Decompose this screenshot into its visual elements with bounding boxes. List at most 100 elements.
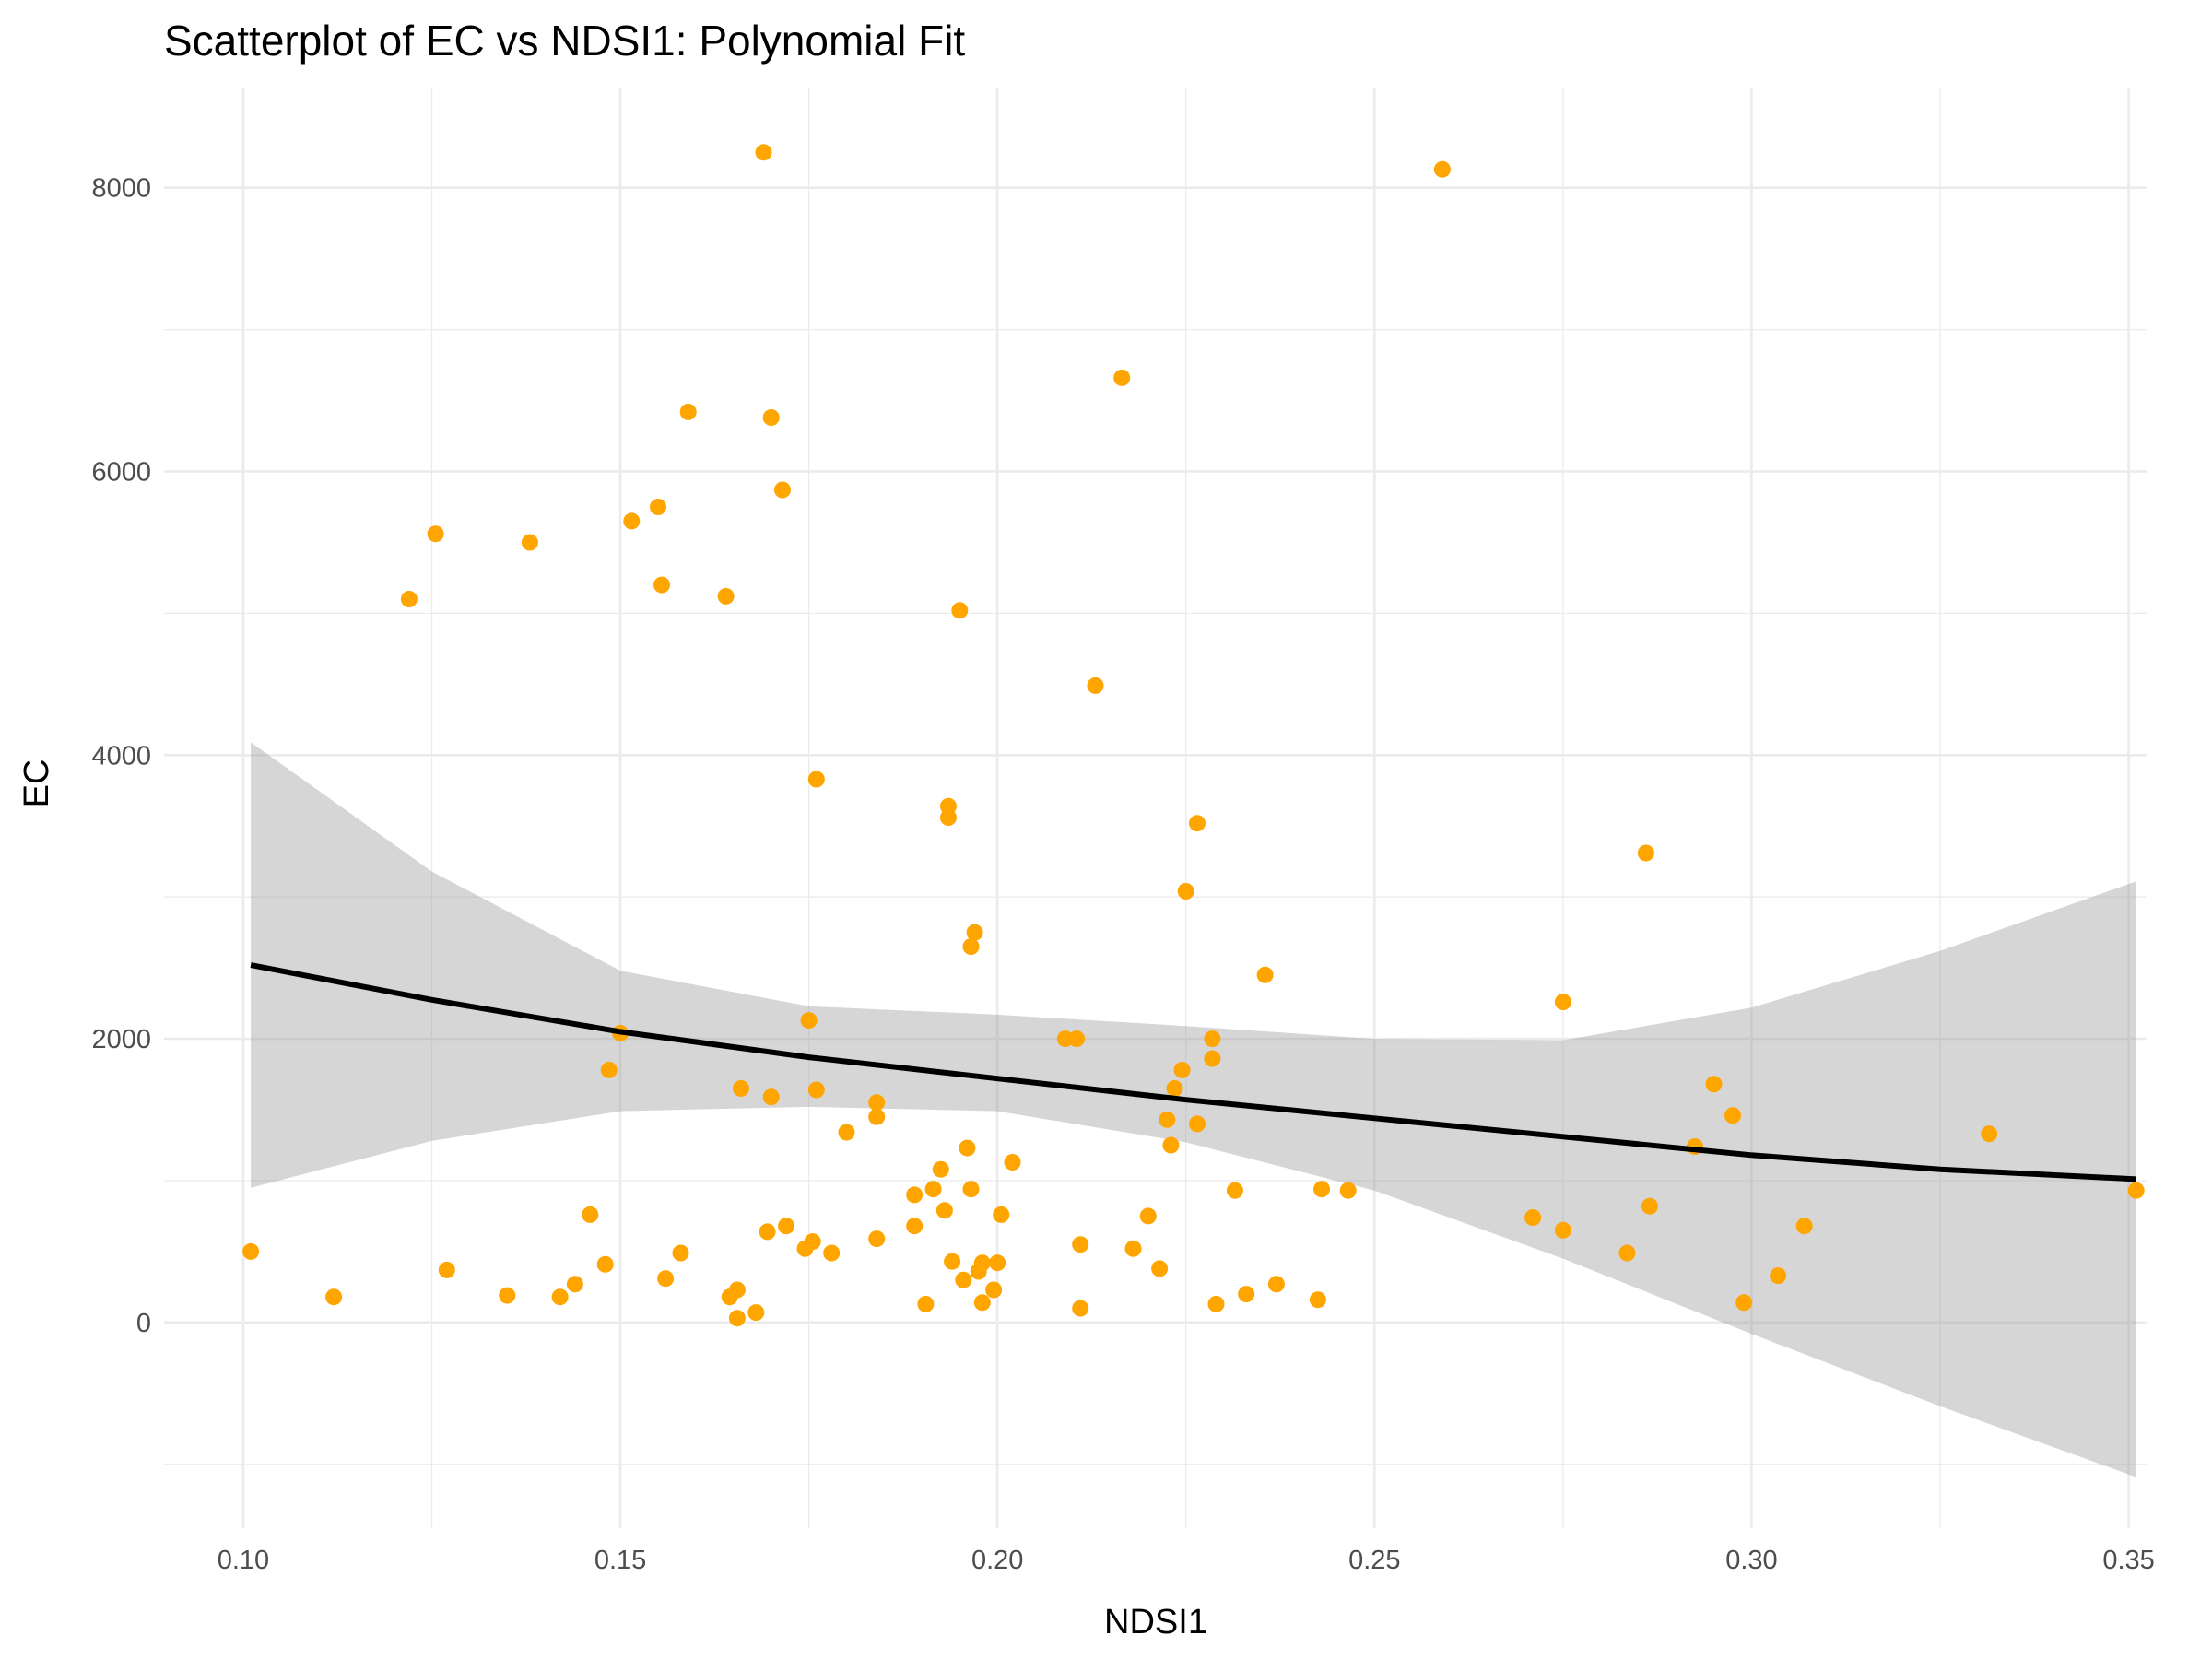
data-point xyxy=(973,1254,991,1272)
data-point xyxy=(1189,815,1206,832)
data-point xyxy=(1173,1061,1191,1078)
x-tick-label: 0.25 xyxy=(1348,1546,1400,1575)
data-point xyxy=(1056,1030,1074,1048)
data-point xyxy=(762,409,780,426)
data-point xyxy=(438,1261,455,1278)
data-point xyxy=(940,809,957,826)
data-point xyxy=(966,924,983,941)
data-point xyxy=(762,1088,780,1106)
data-point xyxy=(728,1310,746,1327)
data-points-layer xyxy=(242,144,2145,1327)
data-point xyxy=(1554,1221,1571,1239)
data-point xyxy=(653,576,670,594)
data-point xyxy=(940,797,957,815)
data-point xyxy=(800,1012,818,1030)
data-point xyxy=(959,1139,976,1157)
y-tick-label: 2000 xyxy=(91,1025,151,1054)
data-point xyxy=(242,1242,260,1260)
data-point xyxy=(759,1223,776,1241)
y-tick-labels: 0 2000 4000 6000 8000 xyxy=(91,174,151,1338)
data-point xyxy=(733,1079,749,1097)
data-point xyxy=(596,1255,614,1273)
x-tick-label: 0.35 xyxy=(2102,1546,2154,1575)
data-point xyxy=(932,1160,949,1178)
data-point xyxy=(1981,1125,1998,1143)
data-point xyxy=(985,1281,1003,1299)
fit-line-layer xyxy=(250,962,2136,1182)
data-point xyxy=(1705,1076,1723,1093)
data-point xyxy=(1735,1294,1753,1312)
y-tick-label: 6000 xyxy=(91,458,151,488)
data-point xyxy=(962,938,980,955)
data-point xyxy=(728,1281,746,1299)
data-point xyxy=(868,1108,886,1125)
x-tick-label: 0.20 xyxy=(971,1546,1023,1575)
data-point xyxy=(1238,1286,1255,1303)
data-point xyxy=(906,1186,924,1204)
data-point xyxy=(2127,1182,2145,1199)
data-point xyxy=(1309,1291,1326,1309)
data-point xyxy=(1166,1079,1183,1097)
data-point xyxy=(962,1181,980,1198)
x-tick-label: 0.30 xyxy=(1725,1546,1777,1575)
data-point xyxy=(1433,160,1451,178)
data-point xyxy=(325,1288,343,1306)
data-point xyxy=(1113,369,1131,386)
fit-line xyxy=(250,962,2136,1182)
data-point xyxy=(868,1230,886,1248)
y-tick-label: 4000 xyxy=(91,741,151,771)
data-point xyxy=(1618,1244,1636,1262)
data-point xyxy=(1072,1300,1089,1317)
data-point xyxy=(1795,1218,1813,1235)
y-tick-label: 0 xyxy=(136,1309,151,1338)
data-point xyxy=(672,1244,689,1262)
data-point xyxy=(1313,1181,1330,1198)
data-point xyxy=(1256,966,1274,983)
data-point xyxy=(1641,1197,1658,1215)
data-point xyxy=(1339,1182,1357,1199)
y-tick-label: 8000 xyxy=(91,174,151,204)
x-tick-labels: 0.10 0.15 0.20 0.25 0.30 0.35 xyxy=(218,1546,2155,1575)
data-point xyxy=(1207,1295,1225,1312)
data-point xyxy=(868,1094,886,1112)
data-point xyxy=(1087,677,1104,694)
data-point xyxy=(427,525,444,543)
data-point xyxy=(1159,1111,1176,1128)
data-point xyxy=(717,587,735,605)
data-point xyxy=(955,1271,972,1288)
x-axis-title: NDSI1 xyxy=(1104,1603,1207,1641)
data-point xyxy=(1637,844,1654,862)
x-tick-label: 0.15 xyxy=(594,1546,646,1575)
data-point xyxy=(906,1218,924,1235)
data-point xyxy=(973,1294,991,1312)
data-point xyxy=(1770,1267,1787,1285)
data-point xyxy=(521,534,538,551)
data-point xyxy=(1072,1236,1089,1253)
data-point xyxy=(944,1253,961,1270)
data-point xyxy=(1204,1030,1221,1048)
data-point xyxy=(400,591,418,607)
data-point xyxy=(1151,1260,1169,1277)
data-point xyxy=(924,1181,942,1198)
data-point xyxy=(623,512,641,530)
data-point xyxy=(551,1288,569,1306)
data-point xyxy=(807,1081,825,1099)
data-point xyxy=(582,1206,599,1223)
data-point xyxy=(838,1124,855,1141)
data-point xyxy=(1204,1050,1221,1067)
data-point xyxy=(1189,1115,1206,1133)
data-point xyxy=(1068,1030,1086,1048)
data-point xyxy=(804,1233,821,1251)
data-point xyxy=(755,144,772,161)
data-point xyxy=(1267,1276,1285,1293)
minor-gridlines xyxy=(164,88,2147,1528)
data-point xyxy=(935,1202,953,1219)
data-point xyxy=(1004,1154,1021,1171)
chart-title: Scatterplot of EC vs NDSI1: Polynomial F… xyxy=(164,17,965,65)
data-point xyxy=(1177,883,1194,900)
data-point xyxy=(1162,1136,1180,1154)
data-point xyxy=(807,771,825,788)
data-point xyxy=(600,1061,618,1078)
data-point xyxy=(1226,1182,1243,1199)
